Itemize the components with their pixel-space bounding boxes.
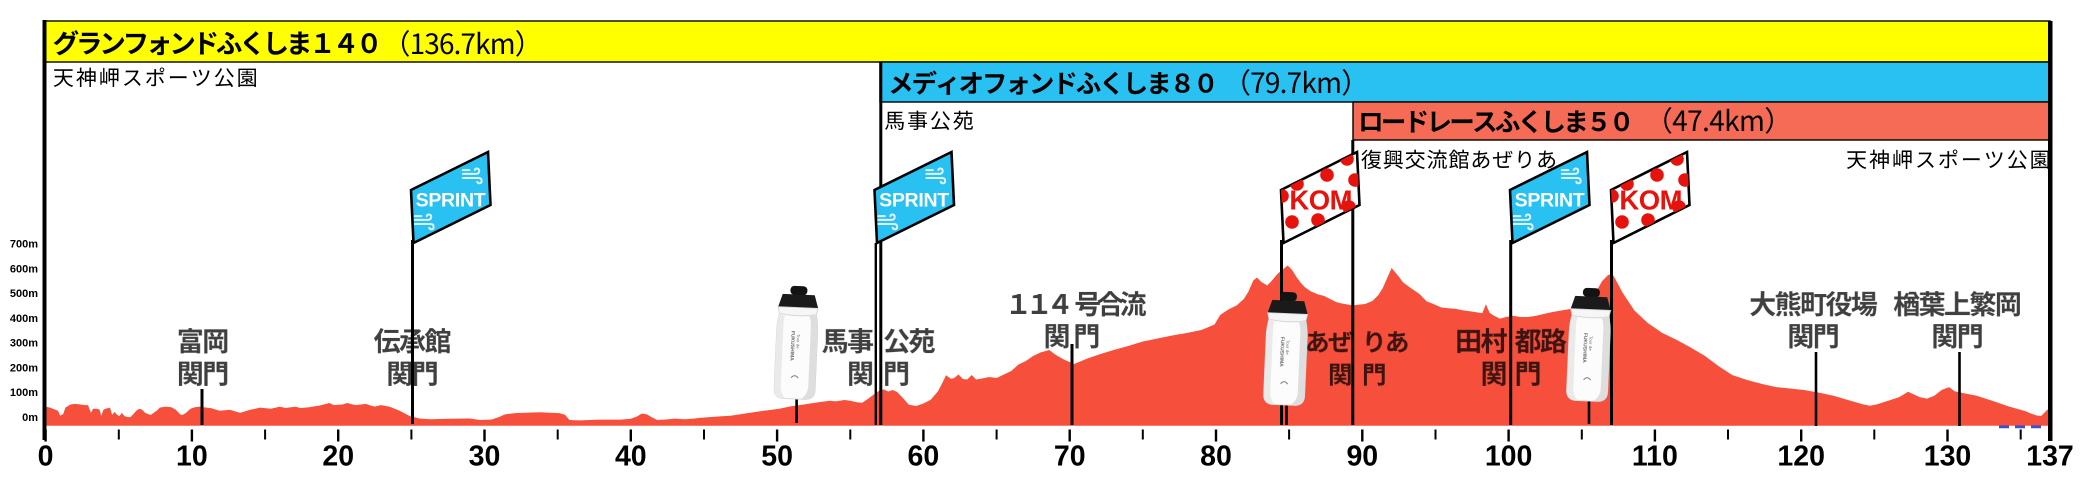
svg-text:130: 130 bbox=[1924, 441, 1972, 473]
svg-text:600m: 600m bbox=[10, 263, 38, 275]
svg-text:Tour de: Tour de bbox=[1588, 336, 1594, 351]
svg-text:137: 137 bbox=[2026, 441, 2074, 473]
svg-text:100: 100 bbox=[1485, 441, 1533, 473]
svg-text:10: 10 bbox=[176, 441, 208, 473]
svg-text:KOM: KOM bbox=[1289, 184, 1352, 215]
svg-text:SPRINT: SPRINT bbox=[879, 189, 949, 211]
svg-text:FUKUSHIMA: FUKUSHIMA bbox=[788, 331, 795, 362]
svg-text:0: 0 bbox=[38, 441, 54, 473]
svg-text:KOM: KOM bbox=[1619, 184, 1682, 215]
svg-text:700m: 700m bbox=[10, 239, 38, 251]
svg-text:FUKUSHIMA: FUKUSHIMA bbox=[1581, 333, 1588, 364]
svg-text:30: 30 bbox=[469, 441, 501, 473]
svg-text:500m: 500m bbox=[10, 288, 38, 300]
svg-text:300m: 300m bbox=[10, 338, 38, 350]
svg-text:Tour de: Tour de bbox=[795, 334, 801, 349]
svg-text:110: 110 bbox=[1632, 441, 1678, 473]
svg-text:0m: 0m bbox=[22, 412, 38, 424]
svg-text:60: 60 bbox=[908, 441, 940, 473]
svg-text:FUKUSHIMA: FUKUSHIMA bbox=[1278, 337, 1285, 368]
svg-text:80: 80 bbox=[1200, 441, 1232, 473]
svg-text:70: 70 bbox=[1054, 441, 1086, 473]
svg-text:100m: 100m bbox=[10, 387, 38, 399]
svg-text:90: 90 bbox=[1346, 441, 1378, 473]
svg-text:40: 40 bbox=[615, 441, 647, 473]
svg-text:Tour de: Tour de bbox=[1285, 340, 1291, 355]
svg-text:SPRINT: SPRINT bbox=[416, 189, 486, 211]
svg-text:20: 20 bbox=[322, 441, 354, 473]
svg-text:50: 50 bbox=[761, 441, 793, 473]
svg-text:200m: 200m bbox=[10, 362, 38, 374]
svg-text:120: 120 bbox=[1777, 441, 1825, 473]
svg-text:SPRINT: SPRINT bbox=[1515, 189, 1585, 211]
svg-text:400m: 400m bbox=[10, 313, 38, 325]
